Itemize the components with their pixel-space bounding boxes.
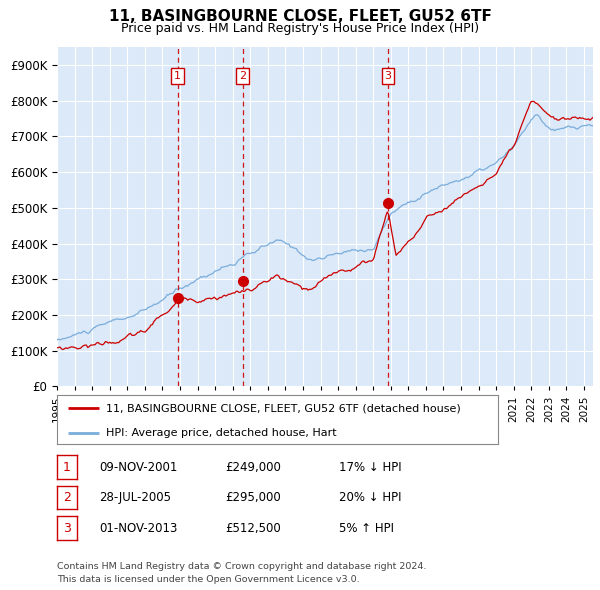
- Text: HPI: Average price, detached house, Hart: HPI: Average price, detached house, Hart: [106, 428, 336, 438]
- Text: £249,000: £249,000: [225, 461, 281, 474]
- Text: 5% ↑ HPI: 5% ↑ HPI: [339, 522, 394, 535]
- Text: 28-JUL-2005: 28-JUL-2005: [99, 491, 171, 504]
- Text: £512,500: £512,500: [225, 522, 281, 535]
- Text: This data is licensed under the Open Government Licence v3.0.: This data is licensed under the Open Gov…: [57, 575, 359, 584]
- Text: 3: 3: [384, 71, 391, 81]
- Text: 2: 2: [239, 71, 246, 81]
- Text: 09-NOV-2001: 09-NOV-2001: [99, 461, 178, 474]
- Text: 17% ↓ HPI: 17% ↓ HPI: [339, 461, 401, 474]
- Text: 2: 2: [63, 491, 71, 504]
- Text: 01-NOV-2013: 01-NOV-2013: [99, 522, 178, 535]
- Text: 1: 1: [174, 71, 181, 81]
- Text: 1: 1: [63, 461, 71, 474]
- Text: 11, BASINGBOURNE CLOSE, FLEET, GU52 6TF: 11, BASINGBOURNE CLOSE, FLEET, GU52 6TF: [109, 9, 491, 24]
- Text: Contains HM Land Registry data © Crown copyright and database right 2024.: Contains HM Land Registry data © Crown c…: [57, 562, 427, 571]
- Text: 20% ↓ HPI: 20% ↓ HPI: [339, 491, 401, 504]
- Text: 11, BASINGBOURNE CLOSE, FLEET, GU52 6TF (detached house): 11, BASINGBOURNE CLOSE, FLEET, GU52 6TF …: [106, 404, 460, 414]
- Text: £295,000: £295,000: [225, 491, 281, 504]
- Text: 3: 3: [63, 522, 71, 535]
- Text: Price paid vs. HM Land Registry's House Price Index (HPI): Price paid vs. HM Land Registry's House …: [121, 22, 479, 35]
